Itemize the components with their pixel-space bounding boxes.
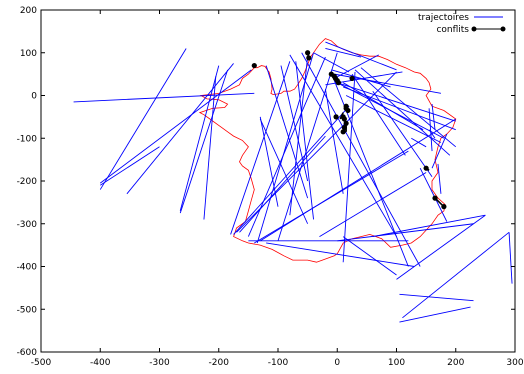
trajectory-segment (230, 61, 291, 235)
coastline-layer (198, 38, 457, 263)
trajectory-segment (337, 82, 456, 122)
conflict-point (333, 114, 339, 120)
x-tick-label: -400 (90, 358, 111, 368)
trajectory-segment (259, 118, 456, 242)
trajectory-segment (437, 163, 442, 194)
trajectory-segment (324, 89, 344, 194)
trajectory-segment (313, 52, 350, 73)
trajectories-layer (73, 41, 513, 323)
trajectory-segment (428, 129, 436, 139)
y-tick-label: -300 (17, 220, 38, 230)
x-tick-label: -200 (209, 358, 230, 368)
legend-marker-conflits (471, 26, 477, 32)
trajectory-segment (372, 90, 433, 177)
trajectory-segment (431, 133, 448, 169)
y-tick-label: -200 (17, 177, 38, 187)
trajectory-segment (399, 293, 474, 302)
y-tick-label: 200 (20, 6, 37, 16)
conflict-point (345, 107, 351, 114)
trajectory-segment (99, 48, 187, 190)
conflict-point (305, 50, 311, 56)
y-tick-label: 0 (31, 92, 37, 102)
trajectory-segment (295, 61, 314, 220)
x-tick-label: -500 (31, 358, 52, 368)
legend: trajectoires conflits (418, 13, 506, 35)
trajectory-segment (399, 306, 471, 323)
conflict-point (340, 129, 346, 135)
y-tick-label: -500 (17, 305, 38, 315)
y-tick-label: -400 (17, 263, 38, 273)
plot-frame (40, 9, 516, 353)
conflict-point (335, 80, 342, 86)
trajectory-segment (126, 63, 234, 195)
trajectory-segment (402, 231, 510, 319)
trajectory-segment (337, 223, 474, 242)
trajectory-segment (289, 54, 397, 237)
trajectory-segment (342, 71, 356, 263)
y-tick-label: -600 (17, 348, 38, 358)
conflict-point (423, 165, 429, 171)
trajectory-segment (99, 69, 252, 184)
conflict-point (251, 62, 257, 69)
trajectory-segment (351, 73, 406, 156)
trajectory-segment (354, 69, 451, 156)
trajectory-segment (179, 69, 229, 214)
legend-label-conflits: conflits (436, 25, 469, 35)
x-tick-label: 300 (506, 358, 523, 368)
conflict-point (341, 116, 347, 122)
trajectory-segment (259, 118, 309, 224)
trajectory-segment (396, 214, 486, 280)
trajectory-segment (247, 56, 326, 237)
trajectory-segment (345, 95, 442, 143)
y-tick-label: 100 (20, 49, 37, 59)
trajectory-segment (73, 92, 255, 103)
trajectory-segment (419, 167, 448, 222)
conflict-point (432, 195, 438, 201)
trajectory-segment (428, 108, 433, 152)
trajectory-segment (259, 116, 279, 207)
conflict-point (441, 204, 447, 210)
trajectory-segment (360, 67, 457, 148)
x-tick-label: -100 (268, 358, 289, 368)
trajectory-segment (239, 135, 326, 233)
conflict-point (341, 124, 347, 131)
trajectory-segment (431, 103, 436, 130)
coastline (198, 38, 457, 263)
legend-marker-conflits (500, 26, 506, 32)
conflict-point (349, 75, 355, 81)
x-tick-label: 0 (334, 358, 340, 368)
trajectory-segment (301, 52, 421, 267)
trajectory-segment (342, 236, 397, 276)
conflicts-layer (251, 50, 447, 210)
conflict-point (343, 120, 349, 126)
y-tick-label: -100 (17, 134, 38, 144)
x-tick-label: -300 (149, 358, 170, 368)
trajectory-segment (233, 105, 350, 235)
trajectory-segment (508, 232, 513, 284)
trajectory-segment (319, 172, 427, 237)
trajectory-segment (372, 214, 486, 238)
trajectory-segment (100, 146, 160, 186)
trajectory-segment (179, 65, 220, 212)
legend-label-trajectoires: trajectoires (418, 13, 469, 23)
x-tick-label: 100 (388, 358, 405, 368)
trajectory-segment (325, 41, 397, 71)
axis-ticks: -500 -400 -300 -200 -100 0 100 200 300-600-500-4… (17, 6, 524, 368)
x-tick-label: 200 (447, 358, 464, 368)
trajectory-segment (280, 65, 309, 182)
trajectory-segment (289, 56, 309, 216)
trajectory-segment (325, 48, 362, 58)
trajectory-segment (203, 76, 217, 220)
trajectory-segment (265, 65, 309, 199)
conflict-point (306, 55, 312, 61)
trajectory-segment (266, 242, 415, 267)
trajectory-segment (411, 137, 427, 148)
trajectory-segment (334, 54, 379, 79)
